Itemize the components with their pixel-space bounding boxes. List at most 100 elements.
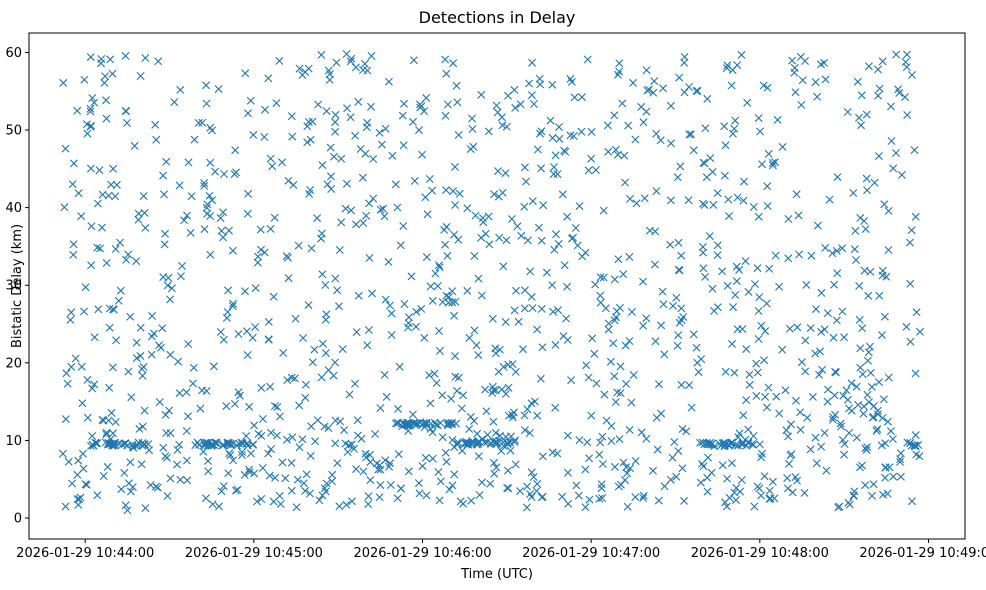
- data-point: [659, 84, 667, 93]
- data-point: [343, 448, 352, 456]
- data-point: [441, 448, 450, 457]
- data-point: [897, 170, 906, 179]
- data-point: [451, 372, 460, 381]
- data-point: [184, 158, 193, 167]
- data-point: [651, 227, 660, 236]
- data-point: [791, 473, 800, 482]
- data-point: [451, 201, 460, 209]
- data-point: [116, 238, 124, 247]
- data-point: [884, 373, 893, 382]
- data-point: [516, 487, 525, 496]
- data-point: [901, 58, 910, 66]
- data-point: [732, 483, 741, 492]
- data-point: [80, 307, 89, 316]
- data-point: [141, 223, 150, 232]
- data-point: [639, 491, 648, 500]
- data-point: [278, 458, 287, 467]
- data-point: [836, 419, 845, 428]
- data-point: [463, 286, 472, 295]
- data-point: [60, 203, 69, 212]
- data-point: [448, 481, 457, 490]
- data-point: [243, 351, 252, 359]
- data-point: [279, 349, 288, 357]
- data-point: [617, 480, 625, 489]
- data-point: [86, 104, 95, 113]
- data-point: [629, 371, 638, 379]
- data-point: [420, 333, 429, 342]
- data-point: [732, 262, 741, 271]
- data-point: [175, 181, 184, 190]
- data-point: [598, 460, 607, 468]
- data-point: [304, 301, 313, 310]
- data-point: [796, 408, 805, 417]
- data-point: [87, 261, 96, 270]
- data-point: [631, 493, 640, 502]
- data-point: [132, 338, 141, 347]
- data-point: [866, 368, 875, 377]
- data-point: [93, 199, 102, 208]
- data-point: [754, 212, 763, 221]
- data-point: [702, 173, 711, 182]
- data-point: [766, 494, 775, 503]
- data-point: [287, 112, 296, 121]
- data-point: [164, 273, 173, 282]
- data-point: [754, 114, 763, 123]
- data-point: [903, 111, 912, 119]
- data-point: [725, 493, 734, 502]
- y-tick-label: 20: [5, 356, 22, 371]
- data-point: [404, 426, 413, 435]
- data-point: [126, 487, 135, 496]
- data-point: [784, 254, 793, 263]
- data-point: [261, 105, 269, 114]
- data-point: [90, 98, 99, 107]
- data-point: [856, 363, 865, 372]
- data-point: [781, 386, 790, 395]
- data-point: [896, 457, 905, 466]
- data-point: [520, 426, 529, 435]
- data-point: [820, 325, 829, 334]
- data-point: [734, 433, 743, 442]
- data-point: [380, 370, 389, 379]
- data-point: [400, 99, 409, 108]
- data-point: [598, 494, 607, 503]
- y-tick-label: 40: [5, 201, 22, 216]
- data-point: [102, 96, 111, 105]
- data-point: [123, 506, 132, 515]
- data-point: [369, 194, 378, 203]
- data-point: [238, 448, 246, 456]
- data-point: [676, 162, 685, 171]
- data-point: [474, 274, 483, 283]
- data-point: [141, 54, 150, 62]
- data-point: [128, 440, 137, 449]
- data-point: [491, 428, 500, 437]
- data-point: [219, 335, 228, 344]
- data-point: [656, 136, 665, 145]
- data-point: [742, 345, 751, 354]
- data-point: [287, 458, 296, 467]
- data-point: [822, 466, 831, 475]
- data-point: [830, 391, 839, 400]
- data-point: [592, 379, 601, 388]
- data-point: [502, 236, 511, 245]
- data-point: [911, 442, 919, 451]
- data-point: [384, 77, 393, 86]
- data-point: [637, 428, 646, 437]
- data-point: [111, 418, 120, 426]
- data-point: [299, 479, 308, 488]
- data-point: [802, 280, 811, 289]
- data-point: [880, 200, 889, 209]
- data-point: [778, 345, 787, 354]
- data-point: [448, 287, 457, 296]
- data-point: [563, 468, 572, 477]
- data-point: [77, 212, 86, 221]
- data-point: [260, 248, 269, 257]
- data-point: [513, 222, 522, 231]
- data-point: [796, 425, 805, 434]
- data-point: [443, 100, 452, 109]
- data-point: [98, 415, 107, 424]
- data-point: [525, 429, 534, 437]
- data-point: [595, 494, 604, 503]
- data-point: [367, 52, 376, 60]
- data-point: [435, 263, 444, 272]
- data-point: [166, 474, 175, 483]
